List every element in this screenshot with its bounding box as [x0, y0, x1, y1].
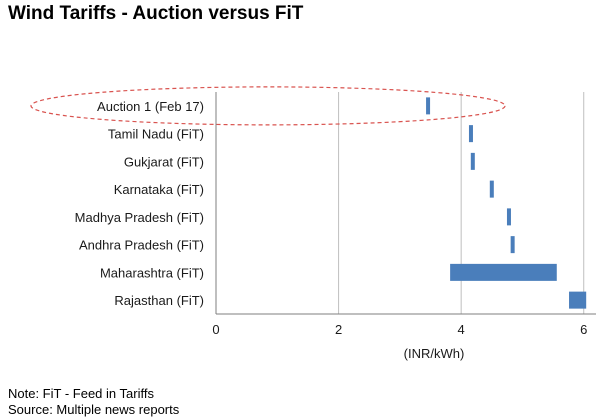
footnote: Note: FiT - Feed in Tariffs: [8, 386, 154, 401]
x-tick-label: 6: [580, 322, 587, 337]
bars: [426, 97, 587, 309]
bar-gukjarat-fit: [470, 152, 475, 170]
highlight-ellipse: [30, 86, 506, 126]
bar-karnataka-fit: [489, 180, 494, 198]
bar-rajasthan-fit: [569, 291, 587, 309]
x-tick-label: 2: [335, 322, 342, 337]
category-label: Rajasthan (FiT): [114, 293, 204, 308]
x-axis-title: (INR/kWh): [404, 346, 465, 361]
category-label: Maharashtra (FiT): [100, 265, 204, 280]
category-label: Gukjarat (FiT): [124, 154, 204, 169]
category-labels: Auction 1 (Feb 17) Tamil Nadu (FiT) Gukjar…: [75, 99, 204, 308]
category-label: Karnataka (FiT): [114, 182, 204, 197]
chart-title: Wind Tariffs - Auction versus FiT: [8, 3, 304, 24]
wind-tariff-chart: Auction 1 (Feb 17) Tamil Nadu (FiT) Gukjar…: [30, 86, 596, 361]
bar-tamil-nadu-fit: [468, 125, 473, 143]
x-tick-label: 0: [212, 322, 219, 337]
source-note: Source: Multiple news reports: [8, 402, 180, 417]
bar-andhra-pradesh-fit: [510, 236, 515, 254]
highlight-layer: [30, 86, 506, 126]
tick-labels: 0 2 4 6: [212, 322, 587, 337]
category-label: Auction 1 (Feb 17): [97, 99, 204, 114]
x-tick-label: 4: [458, 322, 465, 337]
bar-madhya-pradesh-fit: [506, 208, 511, 226]
bar-auction-1-feb-17: [426, 97, 431, 115]
category-label: Andhra Pradesh (FiT): [79, 238, 204, 253]
axes: [215, 92, 596, 315]
category-label: Madhya Pradesh (FiT): [75, 210, 204, 225]
bar-maharashtra-fit: [450, 263, 557, 281]
category-label: Tamil Nadu (FiT): [108, 127, 204, 142]
